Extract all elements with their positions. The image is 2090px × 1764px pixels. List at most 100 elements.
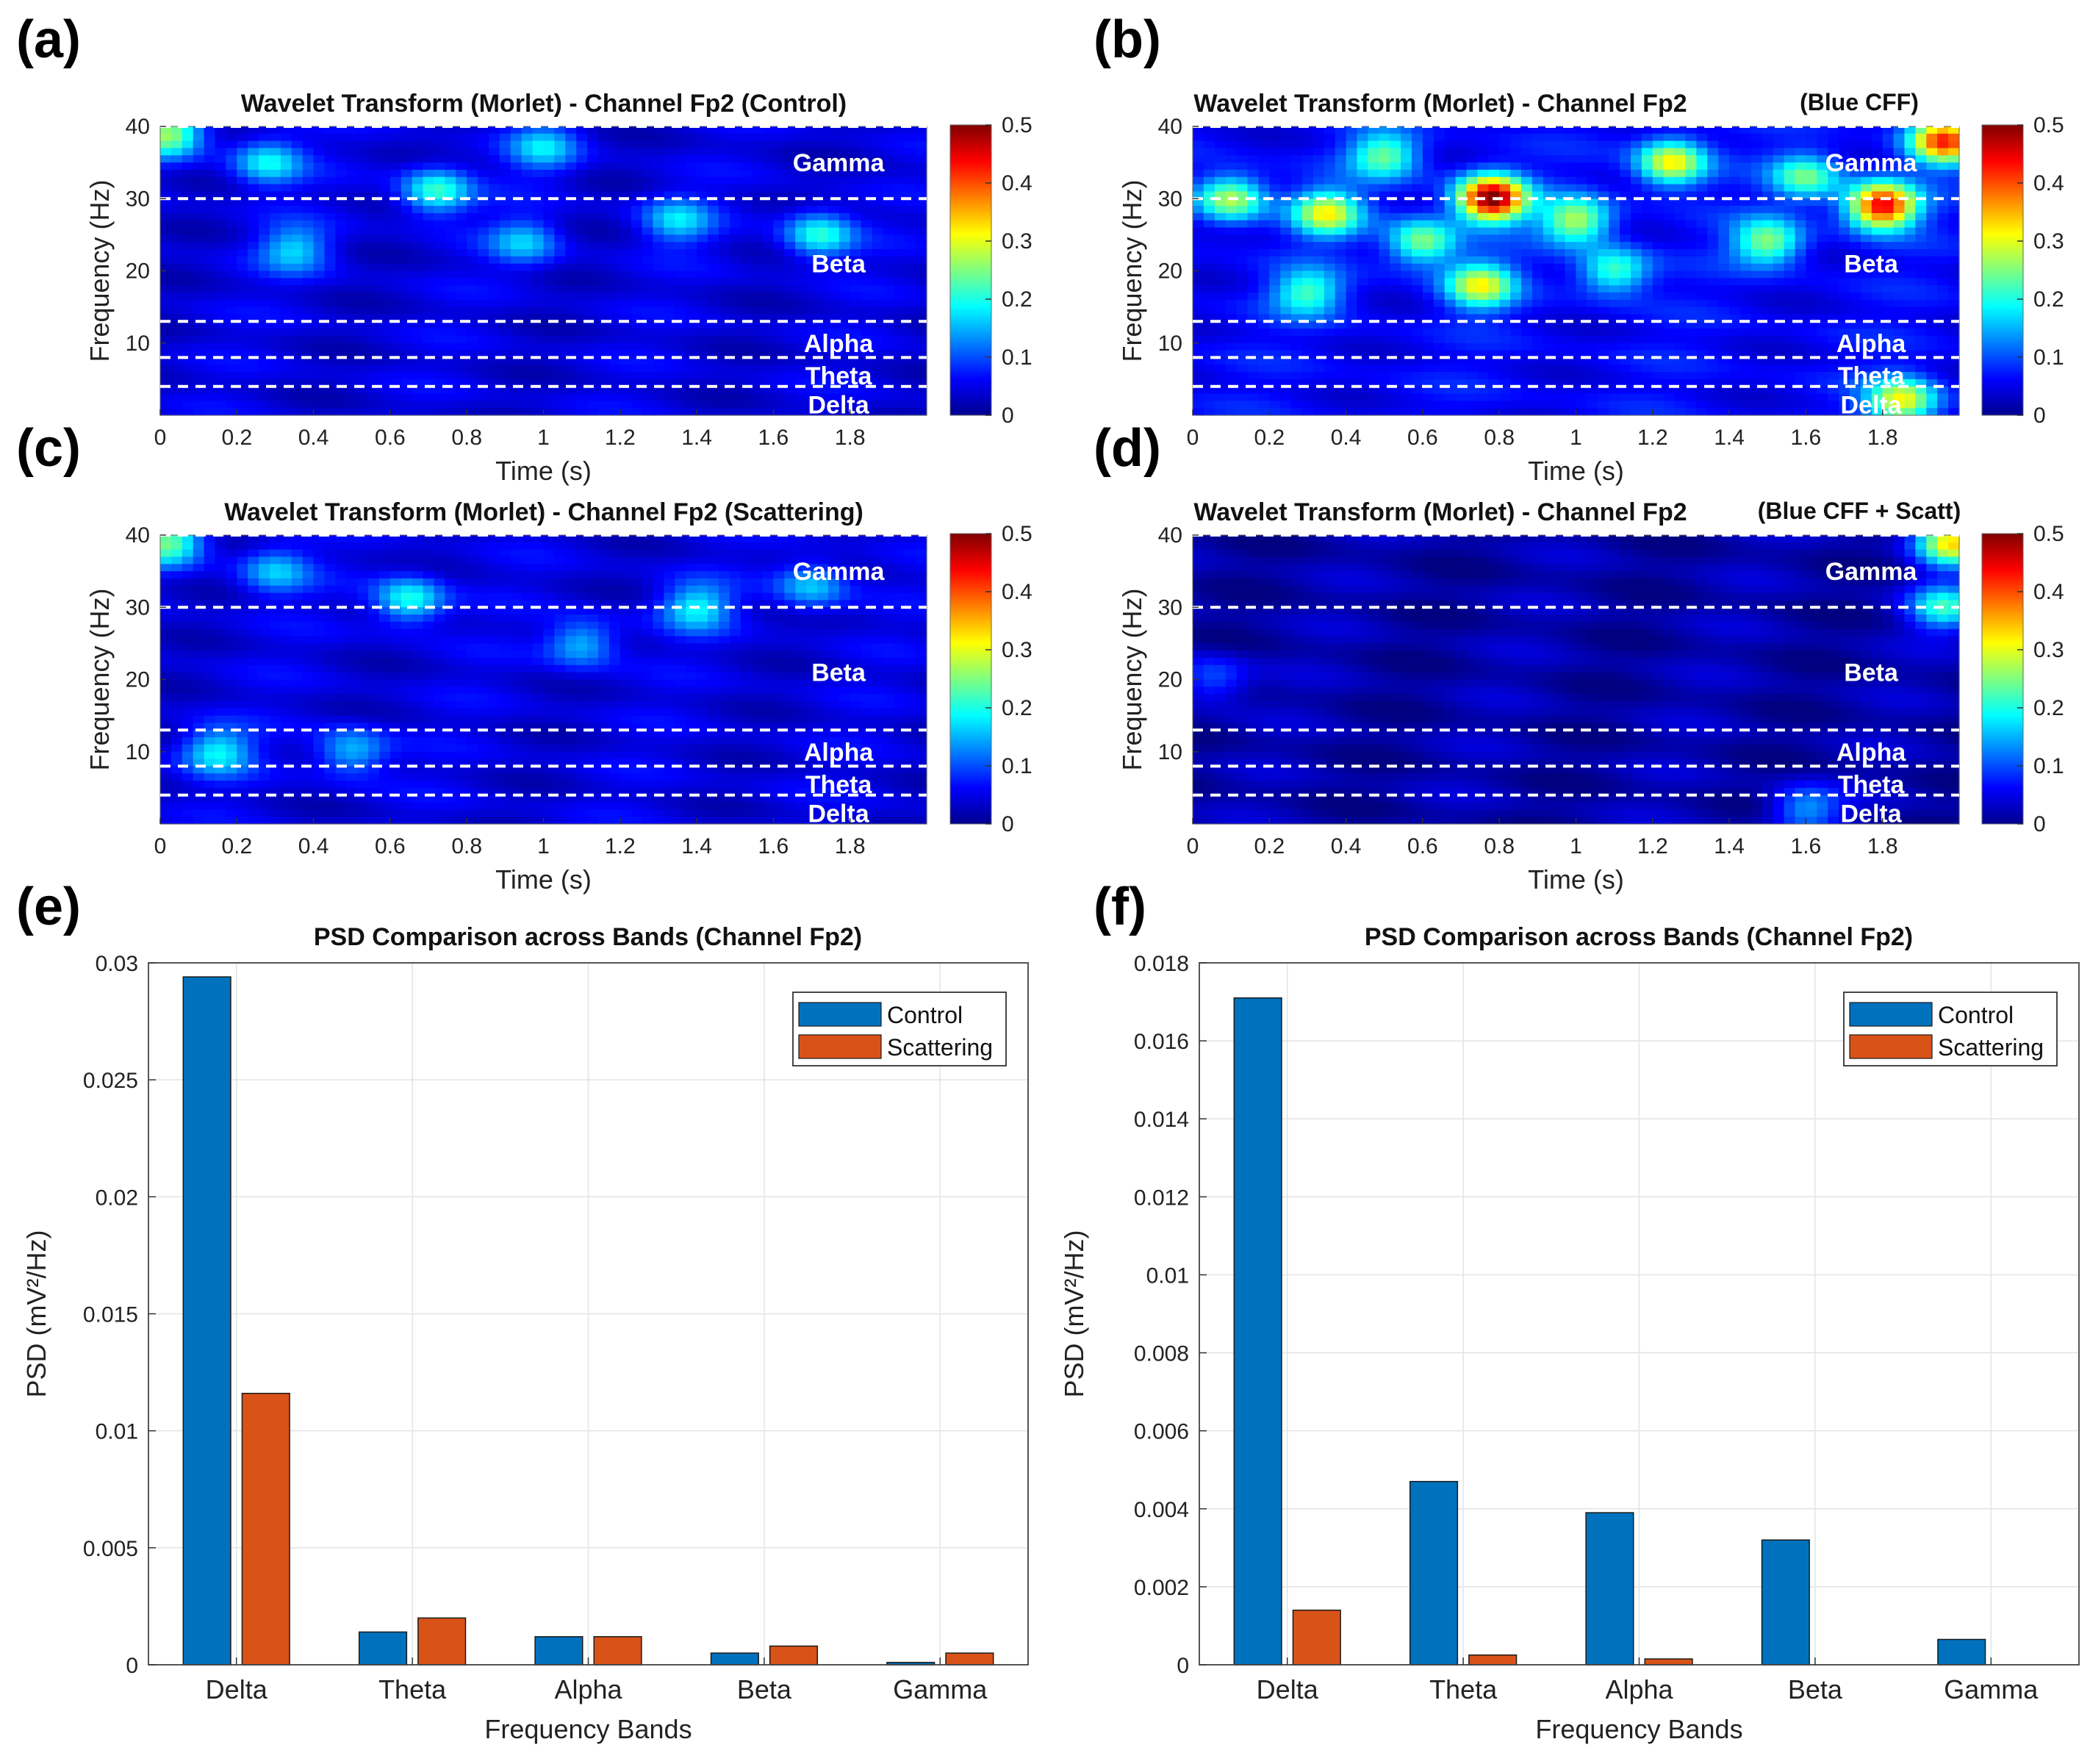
heat-cell [412, 220, 424, 229]
heat-cell [379, 212, 391, 221]
heat-cell [412, 329, 424, 337]
heat-cell [445, 176, 456, 185]
heat-cell [1521, 184, 1533, 193]
heat-cell [718, 278, 730, 286]
heat-cell [1750, 372, 1763, 380]
heat-cell [1225, 263, 1238, 272]
heat-cell [1685, 133, 1697, 142]
heat-cell [1258, 220, 1270, 229]
heat-cell [478, 357, 489, 365]
heat-cell [1488, 386, 1500, 395]
heat-cell [642, 401, 654, 409]
heat-cell [708, 184, 719, 193]
heat-cell [686, 314, 697, 322]
heat-cell [1554, 133, 1566, 142]
heat-cell [1696, 343, 1708, 351]
heat-cell [1390, 372, 1401, 380]
heat-cell [1455, 299, 1468, 308]
heat-cell [883, 292, 894, 301]
heat-cell [1477, 292, 1489, 301]
heat-cell [302, 176, 315, 185]
heat-cell [905, 386, 916, 395]
heat-cell [1346, 140, 1358, 149]
heat-cell [1422, 148, 1434, 156]
heat-cell [532, 256, 545, 265]
heat-cell [838, 198, 851, 207]
heat-cell [368, 249, 380, 257]
heat-cell [1488, 212, 1500, 221]
heat-cell [1477, 350, 1489, 358]
heat-cell [1773, 249, 1785, 257]
heat-cell [456, 278, 467, 286]
heat-cell [215, 401, 226, 409]
heat-cell [708, 242, 719, 250]
heat-cell [1543, 220, 1555, 229]
heat-cell [883, 270, 894, 279]
heat-cell [346, 408, 358, 416]
heat-cell [718, 306, 730, 315]
heat-cell [204, 372, 216, 380]
heat-cell [1674, 321, 1687, 329]
heat-cell [653, 256, 664, 265]
heat-cell [346, 198, 358, 207]
heat-cell [1280, 314, 1292, 322]
heat-cell [193, 278, 205, 286]
heat-cell [1609, 227, 1620, 235]
heat-cell [489, 184, 500, 193]
band-label-theta: Theta [805, 362, 873, 390]
heat-cell [1335, 343, 1347, 351]
heat-cell [817, 401, 829, 409]
heat-cell [795, 278, 807, 286]
heat-cell [1609, 256, 1620, 265]
heat-cell [1203, 198, 1215, 207]
heat-cell [751, 335, 764, 344]
heat-cell [357, 256, 369, 265]
heat-cell [1729, 357, 1741, 365]
heat-cell [1291, 126, 1303, 135]
heat-cell [1280, 292, 1292, 301]
heat-cell [248, 285, 259, 293]
heat-cell [1543, 176, 1555, 185]
heat-cell [1663, 206, 1676, 214]
heat-cell [379, 306, 391, 315]
heat-cell [237, 379, 248, 387]
heat-cell [357, 314, 369, 322]
heat-cell [872, 306, 883, 315]
heat-cell [1390, 285, 1401, 293]
heat-cell [226, 278, 237, 286]
heat-cell [1401, 140, 1412, 149]
heat-cell [1576, 198, 1587, 207]
heat-cell [664, 176, 675, 185]
heat-cell [357, 372, 369, 380]
heat-cell [784, 133, 796, 142]
heat-cell [478, 206, 489, 214]
heat-cell [1750, 162, 1763, 171]
heat-cell [291, 234, 304, 243]
heat-cell [1696, 278, 1708, 286]
heat-cell [259, 335, 270, 344]
heat-cell [215, 357, 226, 365]
heat-cell [467, 227, 478, 235]
heat-cell [368, 408, 380, 416]
heat-cell [598, 263, 610, 272]
heat-cell [1740, 176, 1752, 185]
heat-cell [379, 249, 391, 257]
heat-cell [291, 220, 304, 229]
heat-cell [1258, 292, 1270, 301]
heat-cell [346, 126, 358, 135]
heat-cell [1674, 227, 1687, 235]
heat-cell [401, 249, 413, 257]
heat-cell [1247, 299, 1259, 308]
heat-cell [324, 306, 336, 315]
heat-cell [762, 306, 774, 315]
heat-cell [1236, 278, 1249, 286]
heat-cell [675, 220, 686, 229]
heat-cell [434, 191, 445, 199]
heat-cell [587, 191, 599, 199]
heat-cell [412, 140, 424, 149]
heat-cell [1247, 169, 1259, 178]
heat-cell [291, 242, 304, 250]
heat-cell [248, 372, 259, 380]
heat-cell [827, 263, 840, 272]
heat-cell [1696, 155, 1708, 163]
